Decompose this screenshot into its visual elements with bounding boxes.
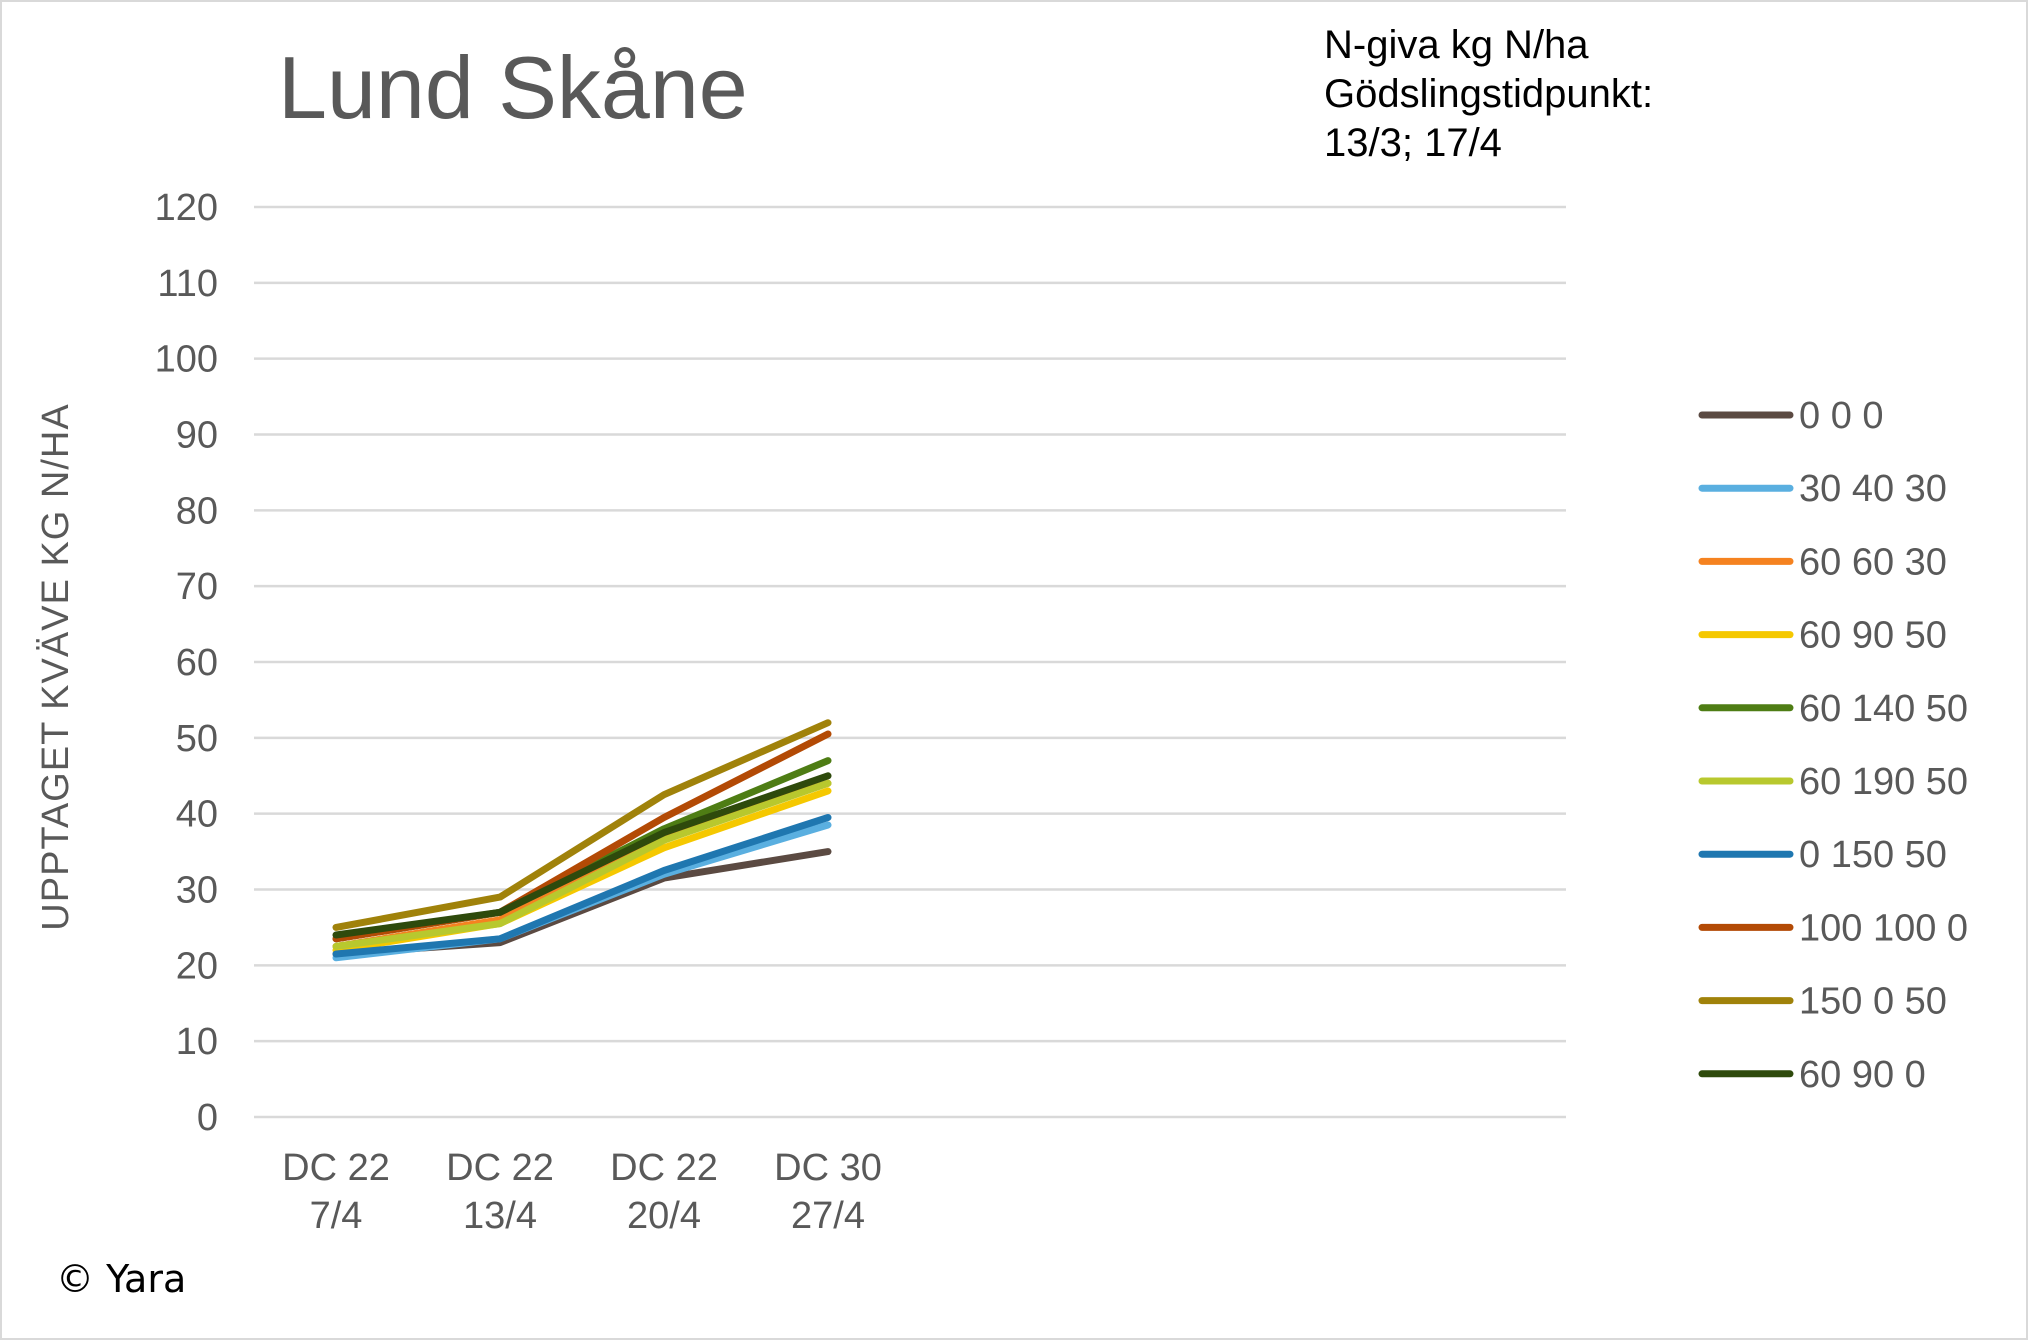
legend-label-9: 60 90 0 [1799,1054,1926,1096]
series-line-5 [332,779,832,950]
y-tick-label: 80 [176,490,218,532]
annotation-line-2: Gödslingstidpunkt: [1324,72,1653,116]
y-tick-label: 70 [176,566,218,608]
legend-label-4: 60 140 50 [1799,688,1968,730]
y-tick-label: 0 [197,1097,218,1139]
legend-label-2: 60 60 30 [1799,541,1947,583]
y-tick-label: 50 [176,718,218,760]
y-tick-label: 40 [176,794,218,836]
x-tick-label: DC 22 [446,1147,554,1189]
x-axis-ticks: DC 22 7/4 DC 22 13/4 DC 22 20/4 DC 30 27/4 [282,1147,882,1237]
legend-label-5: 60 190 50 [1799,761,1968,803]
annotation: N-giva kg N/ha Gödslingstidpunkt: 13/3; … [1324,23,1653,165]
series-line-8 [332,719,832,931]
x-tick-label: DC 22 [282,1147,390,1189]
legend-label-6: 0 150 50 [1799,834,1947,876]
x-tick-label: DC 22 [610,1147,718,1189]
chart-title: Lund Skåne [278,38,748,137]
series-line-9 [332,772,832,939]
legend-label-0: 0 0 0 [1799,395,1884,437]
legend-label-3: 60 90 50 [1799,615,1947,657]
x-tick-label: 27/4 [791,1195,865,1237]
legend-label-7: 100 100 0 [1799,907,1968,949]
gridlines [254,205,1566,1119]
y-tick-label: 120 [155,187,218,229]
legend: 0 0 0 30 40 30 60 60 30 60 90 50 60 140 50 60… [1698,395,1968,1096]
y-tick-label: 100 [155,339,218,381]
y-axis-label: UPPTAGET KVÄVE KG N/HA [35,403,77,930]
copyright-text: © Yara [56,1257,186,1301]
x-tick-label: 20/4 [627,1195,701,1237]
y-tick-label: 10 [176,1021,218,1063]
annotation-line-1: N-giva kg N/ha [1324,23,1589,67]
y-tick-label: 110 [157,263,218,305]
y-tick-label: 60 [176,642,218,684]
y-tick-label: 20 [176,945,218,987]
x-tick-label: 13/4 [463,1195,537,1237]
series-line-6 [332,814,832,958]
x-tick-label: 7/4 [310,1195,363,1237]
y-tick-label: 30 [176,870,218,912]
y-axis-ticks: 0 10 20 30 40 50 60 70 80 90 100 110 120 [155,187,218,1139]
legend-label-8: 150 0 50 [1799,981,1947,1023]
x-tick-label: DC 30 [774,1147,882,1189]
series-lines [332,719,832,962]
legend-label-1: 30 40 30 [1799,468,1947,510]
y-tick-label: 90 [176,415,218,457]
annotation-line-3: 13/3; 17/4 [1324,121,1502,165]
